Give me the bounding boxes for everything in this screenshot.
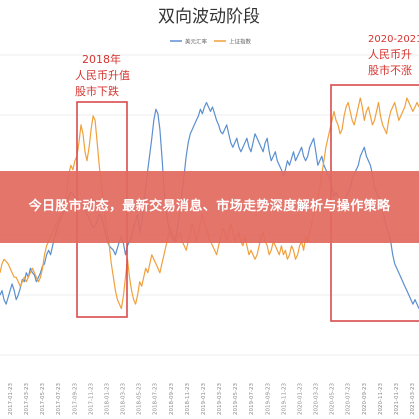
legend: 美元汇率 上证指数 — [170, 38, 252, 46]
x-tick-label: 2020-05-23 — [330, 383, 336, 415]
chart-title: 双向波动阶段 — [158, 7, 260, 27]
headline-text[interactable]: 今日股市动态，最新交易消息、市场走势深度解析与操作策略 — [28, 199, 391, 214]
x-tick-label: 2019-09-23 — [265, 383, 271, 415]
x-tick-label: 2018-01-23 — [105, 383, 111, 415]
x-tick-label: 2020-11-23 — [378, 383, 384, 415]
x-tick-label: 2021-03-23 — [410, 383, 416, 415]
legend-label-usd: 美元汇率 — [185, 38, 208, 46]
x-tick-label: 2018-09-23 — [169, 383, 175, 415]
annotation-2020: 2020-2021 人民币升 股市不涨 — [330, 34, 419, 322]
legend-label-sse: 上证指数 — [229, 38, 252, 46]
x-tick-label: 2017-07-23 — [56, 383, 62, 415]
x-tick-label: 2019-03-23 — [217, 383, 223, 415]
headline-banner[interactable]: 今日股市动态，最新交易消息、市场走势深度解析与操作策略 — [0, 171, 419, 243]
annotation-2018-line1: 2018年 — [82, 52, 121, 66]
x-tick-label: 2018-03-23 — [121, 383, 127, 415]
x-axis-ticks: 2017-01-23 2017-03-23 2017-05-23 2017-07-23… — [8, 383, 416, 415]
x-tick-label: 2020-09-23 — [362, 383, 368, 415]
annotation-2020-line1: 2020-2021 — [368, 34, 419, 45]
annotation-2018-line3: 股市下跌 — [75, 84, 119, 98]
x-tick-label: 2019-01-23 — [201, 383, 207, 415]
x-tick-label: 2019-11-23 — [281, 383, 287, 415]
x-tick-label: 2017-01-23 — [8, 383, 14, 415]
x-tick-label: 2019-07-23 — [249, 383, 255, 415]
x-tick-label: 2021-01-23 — [394, 383, 400, 415]
x-tick-label: 2017-09-23 — [72, 383, 78, 415]
x-tick-label: 2017-03-23 — [24, 383, 30, 415]
x-tick-label: 2019-05-23 — [233, 383, 239, 415]
x-tick-label: 2018-07-23 — [153, 383, 159, 415]
annotation-2020-line2: 人民币升 — [368, 48, 412, 61]
annotation-2020-line3: 股市不涨 — [368, 63, 412, 77]
x-tick-label: 2018-05-23 — [137, 383, 143, 415]
x-tick-label: 2020-07-23 — [346, 383, 352, 415]
x-tick-label: 2020-01-23 — [297, 383, 303, 415]
x-tick-label: 2020-03-23 — [314, 383, 320, 415]
x-tick-label: 2018-11-23 — [185, 383, 191, 415]
annotation-2018-line2: 人民币升值 — [75, 69, 130, 82]
x-tick-label: 2017-05-23 — [40, 383, 46, 415]
x-tick-label: 2017-11-23 — [88, 383, 94, 415]
